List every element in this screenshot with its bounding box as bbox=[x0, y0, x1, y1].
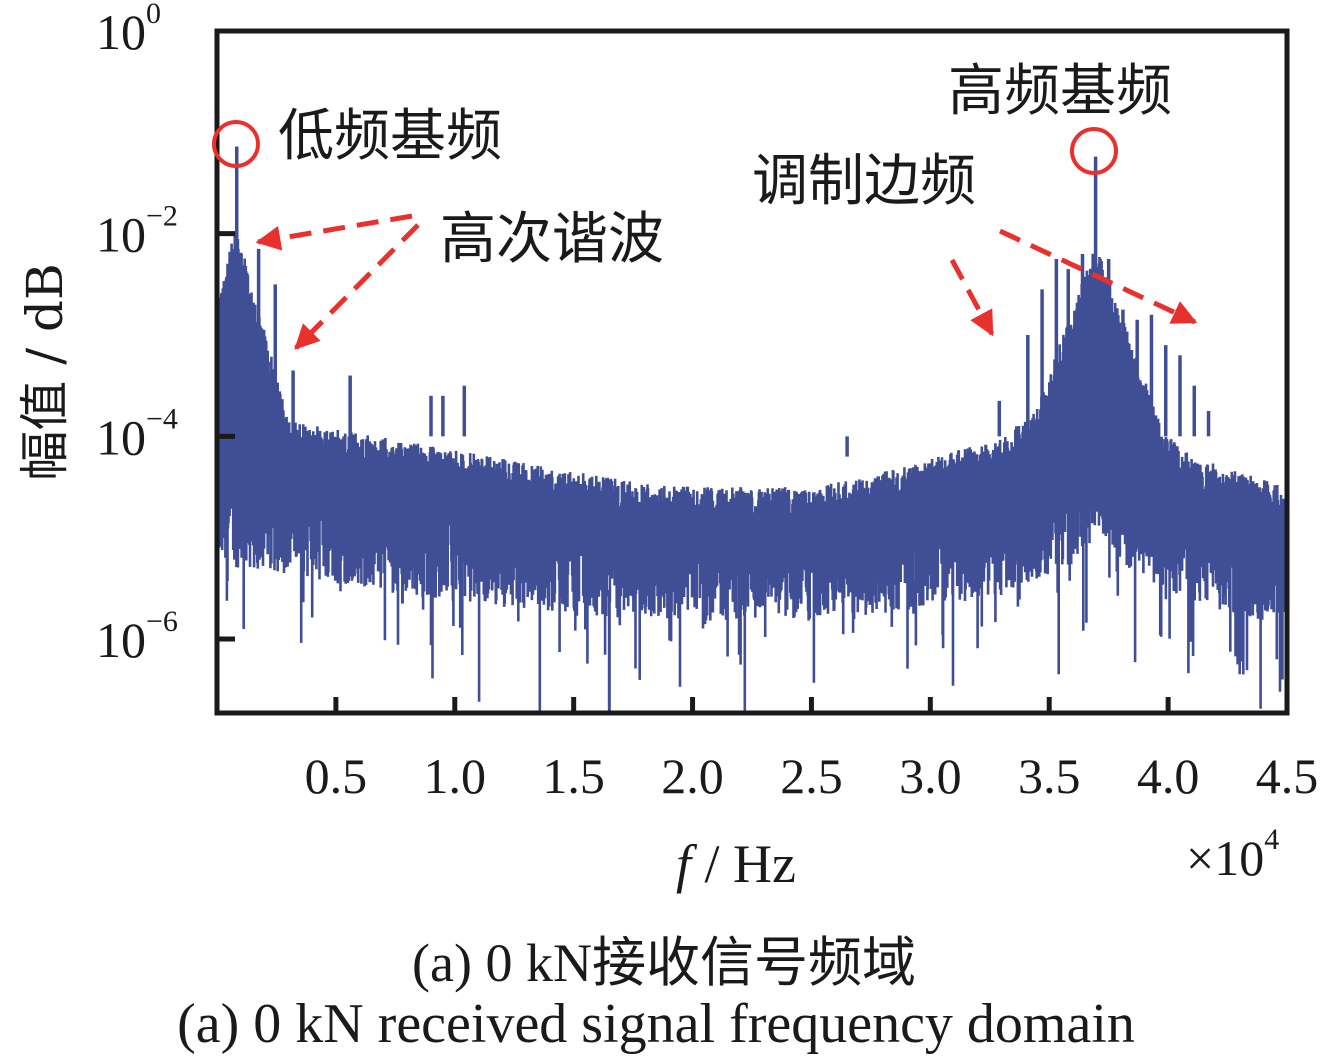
x-tick-label: 3.5 bbox=[1018, 748, 1081, 804]
harmonics-arrow-2 bbox=[294, 223, 420, 350]
harmonics-label: 高次谐波 bbox=[440, 207, 664, 272]
x-tick-label: 0.5 bbox=[305, 748, 368, 804]
high-fundamental-label: 高频基频 bbox=[948, 59, 1172, 124]
y-tick-label: 10−4 bbox=[96, 402, 178, 465]
x-axis-label-unit: / Hz bbox=[691, 834, 796, 894]
annotations: 低频基频 高次谐波 高频基频 调制边频 bbox=[212, 59, 1198, 350]
x-tick-label: 2.5 bbox=[780, 748, 843, 804]
y-tick-label: 100 bbox=[96, 0, 161, 60]
x-tick-label: 1.5 bbox=[542, 748, 605, 804]
x-tick-label: 3.0 bbox=[899, 748, 962, 804]
x-tick-label: 1.0 bbox=[424, 748, 487, 804]
sidebands-label: 调制边频 bbox=[752, 149, 976, 214]
low-fundamental-label: 低频基频 bbox=[278, 104, 502, 169]
y-tick-label: 10−2 bbox=[96, 200, 178, 263]
spectrum-series bbox=[219, 146, 1285, 711]
x-tick-label: 2.0 bbox=[661, 748, 724, 804]
low-fundamental-marker bbox=[212, 120, 260, 168]
high-fundamental-marker bbox=[1070, 127, 1118, 175]
spectrum-noise-band bbox=[219, 234, 1285, 711]
caption-chinese: (a) 0 kN接收信号频域 bbox=[412, 933, 916, 993]
x-axis-multiplier: ×104 bbox=[1186, 823, 1279, 886]
x-tick-label: 4.0 bbox=[1137, 748, 1200, 804]
x-axis-ticks: 0.5 1.0 1.5 2.0 2.5 3.0 3.5 4.0 4.5 bbox=[305, 697, 1319, 804]
x-tick-label: 4.5 bbox=[1256, 748, 1319, 804]
y-tick-label: 10−6 bbox=[96, 605, 178, 668]
y-axis-ticks: 100 10−2 10−4 10−6 bbox=[96, 0, 235, 668]
caption-english: (a) 0 kN received signal frequency domai… bbox=[177, 993, 1135, 1055]
x-axis-label: f / Hz bbox=[676, 834, 796, 894]
y-axis-label: 幅值 / dB bbox=[16, 263, 74, 480]
sidebands-arrow-right bbox=[998, 228, 1198, 325]
plot-frame bbox=[214, 28, 1290, 716]
sidebands-arrow-left bbox=[949, 258, 995, 337]
harmonics-arrow-1 bbox=[255, 213, 413, 251]
